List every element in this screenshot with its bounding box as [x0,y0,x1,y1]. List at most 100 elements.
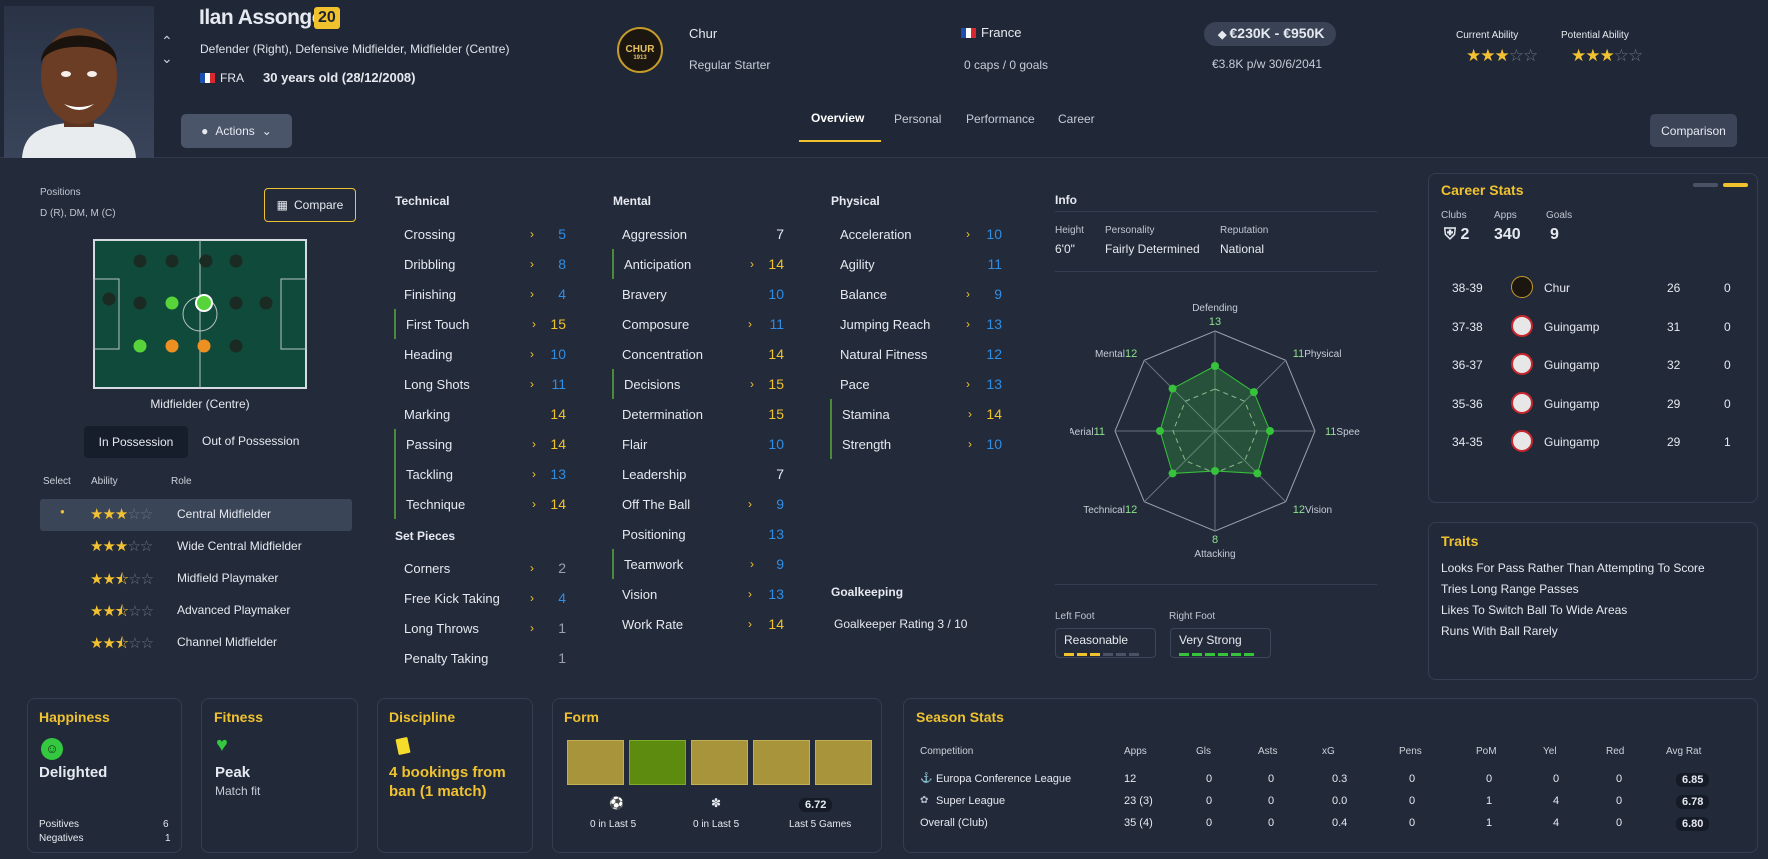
attribute-row[interactable]: Stamina › 14 [830,399,1002,429]
attribute-row[interactable]: Aggression 7 [612,219,784,249]
attribute-row[interactable]: Long Throws › 1 [394,613,566,643]
page-dot[interactable] [1693,183,1718,187]
attribute-name: First Touch [406,316,470,332]
form-match-1[interactable] [567,740,624,785]
trend-arrow-icon: › [532,437,536,451]
trend-arrow-icon: › [530,591,534,605]
season-col-header: Apps [1124,746,1147,757]
attribute-row[interactable]: Free Kick Taking › 4 [394,583,566,613]
position-dot[interactable] [102,292,116,306]
discipline-card[interactable] [377,698,533,853]
career-row[interactable]: 38-39 Chur 26 0 [1449,270,1739,309]
prev-player-icon[interactable]: ⌃ [161,33,173,49]
form-match-3[interactable] [691,740,748,785]
foot-level-segment [1244,653,1254,656]
attribute-name: Composure [622,316,690,332]
attribute-row[interactable]: Bravery 10 [612,279,784,309]
attribute-row[interactable]: Teamwork › 9 [612,549,784,579]
roles-list: ● ★★★☆☆ Central Midfielder ★★★☆☆ Wide Centra… [40,499,352,659]
career-row[interactable]: 37-38 Guingamp 31 0 [1449,309,1739,348]
attribute-row[interactable]: Technique › 14 [394,489,566,519]
attribute-row[interactable]: Natural Fitness 12 [830,339,1002,369]
role-row[interactable]: ● ★★★☆☆ Central Midfielder [40,499,352,531]
tab-out-of-possession[interactable]: Out of Possession [202,434,300,448]
foot-level-segment [1077,653,1087,656]
role-row[interactable]: ★★★☆☆ Wide Central Midfielder [40,531,352,563]
season-stat-value: 1 [1486,817,1493,829]
attribute-row[interactable]: Anticipation › 14 [612,249,784,279]
position-dot[interactable] [229,296,243,310]
attribute-row[interactable]: Composure › 11 [612,309,784,339]
career-row[interactable]: 34-35 Guingamp 29 1 [1449,424,1739,463]
attribute-row[interactable]: Flair 10 [612,429,784,459]
nation-name[interactable]: France [981,25,1022,40]
season-row[interactable]: ⚓ Europa Conference League 12 0 0 0.3 0 0 0 0 6.85 [916,770,1746,792]
attribute-row[interactable]: Jumping Reach › 13 [830,309,1002,339]
position-dot[interactable] [199,254,213,268]
actions-button[interactable]: ● Actions ⌄ [181,114,292,148]
attribute-row[interactable]: Strength › 10 [830,429,1002,459]
position-dot[interactable] [133,339,147,353]
position-dot[interactable] [133,296,147,310]
tab-personal[interactable]: Personal [894,112,942,126]
season-row[interactable]: Overall (Club) 35 (4) 0 0 0.4 0 1 4 0 6.80 [916,814,1746,836]
attribute-row[interactable]: Heading › 10 [394,339,566,369]
tab-performance[interactable]: Performance [966,112,1035,126]
form-match-5[interactable] [815,740,872,785]
attribute-row[interactable]: Off The Ball › 9 [612,489,784,519]
attribute-row[interactable]: Balance › 9 [830,279,1002,309]
attribute-row[interactable]: Passing › 14 [394,429,566,459]
attribute-row[interactable]: Crossing › 5 [394,219,566,249]
position-dot[interactable] [195,294,213,312]
position-dot[interactable] [197,339,211,353]
happiness-card[interactable] [27,698,182,853]
next-player-icon[interactable]: ⌄ [161,50,173,66]
club-name[interactable]: Chur [689,26,718,41]
position-dot[interactable] [133,254,147,268]
attribute-row[interactable]: Determination 15 [612,399,784,429]
page-dot-active[interactable] [1723,183,1748,187]
trend-arrow-icon: › [530,561,534,575]
attribute-row[interactable]: Vision › 13 [612,579,784,609]
career-row[interactable]: 35-36 Guingamp 29 0 [1449,386,1739,425]
tab-in-possession[interactable]: In Possession [84,426,188,458]
season-row[interactable]: ✿ Super League 23 (3) 0 0 0.0 0 1 4 0 6.78 [916,792,1746,814]
role-row[interactable]: ★★⯪☆☆ Channel Midfielder [40,627,352,659]
attribute-row[interactable]: Long Shots › 11 [394,369,566,399]
attribute-row[interactable]: Concentration 14 [612,339,784,369]
attribute-value: 15 [768,376,784,392]
role-row[interactable]: ★★⯪☆☆ Advanced Playmaker [40,595,352,627]
position-dot[interactable] [165,296,179,310]
fitness-card[interactable] [201,698,358,853]
attribute-row[interactable]: Positioning 13 [612,519,784,549]
attribute-row[interactable]: Tackling › 13 [394,459,566,489]
attribute-row[interactable]: Finishing › 4 [394,279,566,309]
attribute-row[interactable]: Pace › 13 [830,369,1002,399]
attribute-row[interactable]: Acceleration › 10 [830,219,1002,249]
season-stats-card[interactable] [903,698,1758,853]
position-dot[interactable] [165,339,179,353]
role-row[interactable]: ★★⯪☆☆ Midfield Playmaker [40,563,352,595]
attribute-row[interactable]: Penalty Taking 1 [394,643,566,673]
attribute-row[interactable]: First Touch › 15 [394,309,566,339]
position-dot[interactable] [165,254,179,268]
career-row[interactable]: 36-37 Guingamp 32 0 [1449,347,1739,386]
attribute-row[interactable]: Work Rate › 14 [612,609,784,639]
attribute-row[interactable]: Agility 11 [830,249,1002,279]
position-dot[interactable] [229,254,243,268]
attribute-row[interactable]: Corners › 2 [394,553,566,583]
tab-career[interactable]: Career [1058,112,1095,126]
position-dot[interactable] [259,296,273,310]
tab-overview[interactable]: Overview [811,111,865,125]
club-badge[interactable]: CHUR 1913 [617,27,663,73]
attribute-row[interactable]: Marking 14 [394,399,566,429]
position-dot[interactable] [229,339,243,353]
form-match-2[interactable] [629,740,686,785]
attribute-row[interactable]: Decisions › 15 [612,369,784,399]
comparison-button[interactable]: Comparison [1650,114,1737,147]
compare-button[interactable]: ▦ Compare [264,188,356,222]
role-name: Midfield Playmaker [177,571,279,585]
attribute-row[interactable]: Dribbling › 8 [394,249,566,279]
form-match-4[interactable] [753,740,810,785]
attribute-row[interactable]: Leadership 7 [612,459,784,489]
